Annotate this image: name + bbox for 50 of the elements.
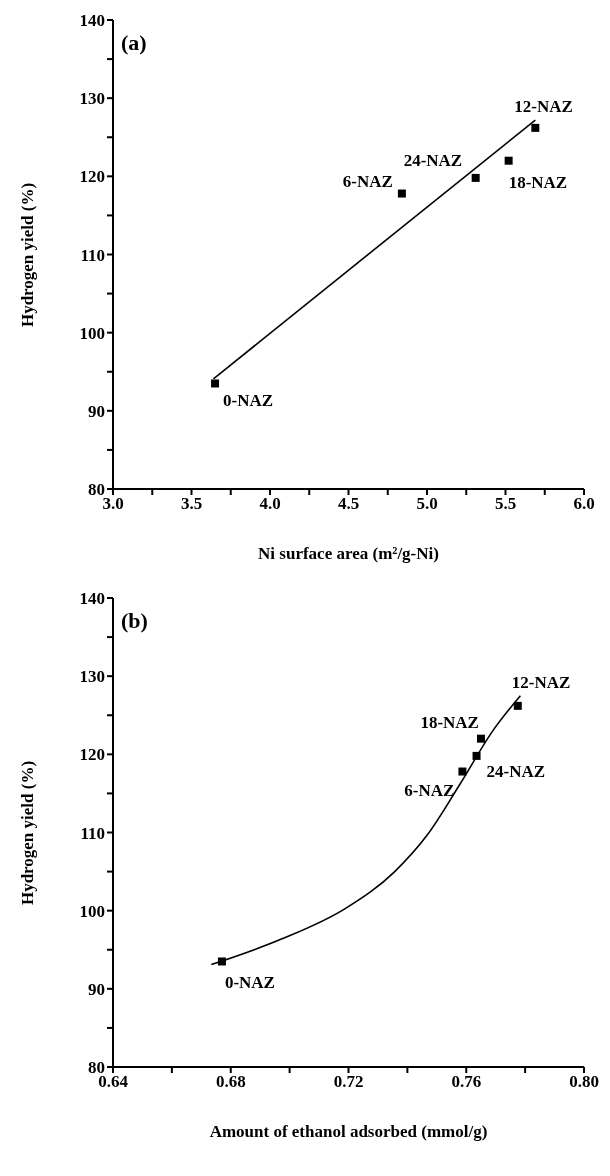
point <box>472 751 481 760</box>
y-axis-title: Hydrogen yield (%) <box>18 182 38 327</box>
annotation: 24-NAZ <box>486 761 546 781</box>
x-tick-label: 5.5 <box>494 494 517 514</box>
y-tick-label: 100 <box>79 901 105 921</box>
x-tick-label: 4.5 <box>337 494 360 514</box>
x-tick-label: 0.72 <box>333 1072 364 1092</box>
point <box>476 734 485 743</box>
annotation: 6-NAZ <box>404 780 455 800</box>
y-tick-label: 110 <box>80 823 105 843</box>
y-tick-label: 120 <box>79 167 105 187</box>
x-tick-label: 0.76 <box>451 1072 482 1092</box>
annotation: 0-NAZ <box>224 973 275 993</box>
x-axis-title: Amount of ethanol adsorbed (mmol/g) <box>208 1122 489 1142</box>
point <box>531 123 540 132</box>
point <box>513 701 522 710</box>
point <box>458 767 467 776</box>
annotation: 12-NAZ <box>511 672 571 692</box>
point <box>397 189 406 198</box>
point <box>211 379 220 388</box>
annotation: 6-NAZ <box>342 171 393 191</box>
annotation: 0-NAZ <box>223 391 274 411</box>
point <box>217 957 226 966</box>
annotation: 18-NAZ <box>420 712 479 732</box>
annotation: 12-NAZ <box>514 96 573 116</box>
x-tick-label: 4.0 <box>259 494 281 514</box>
y-tick-label: 140 <box>79 589 105 609</box>
y-tick-label: 90 <box>88 979 105 999</box>
x-tick-label: 3.0 <box>102 494 124 514</box>
y-tick-label: 130 <box>79 89 105 109</box>
y-tick-label: 100 <box>79 323 105 343</box>
point <box>471 173 480 182</box>
x-axis-title: Ni surface area (m²/g-Ni) <box>257 544 440 564</box>
y-tick-label: 120 <box>79 745 105 765</box>
x-tick-label: 0.68 <box>215 1072 246 1092</box>
y-tick-label: 140 <box>79 11 105 31</box>
x-tick-label: 0.80 <box>569 1072 599 1092</box>
y-tick-label: 110 <box>80 245 105 265</box>
x-tick-label: 0.64 <box>98 1072 129 1092</box>
x-tick-label: 3.5 <box>180 494 203 514</box>
x-tick-label: 6.0 <box>573 494 595 514</box>
text: (b) <box>121 608 148 634</box>
x-tick-label: 5.0 <box>416 494 438 514</box>
y-tick-label: 130 <box>79 667 105 687</box>
annotation: 18-NAZ <box>508 172 568 192</box>
point <box>504 156 513 165</box>
text: (a) <box>121 30 147 56</box>
y-axis-title: Hydrogen yield (%) <box>18 760 38 905</box>
y-tick-label: 90 <box>88 401 105 421</box>
annotation: 24-NAZ <box>403 150 463 170</box>
